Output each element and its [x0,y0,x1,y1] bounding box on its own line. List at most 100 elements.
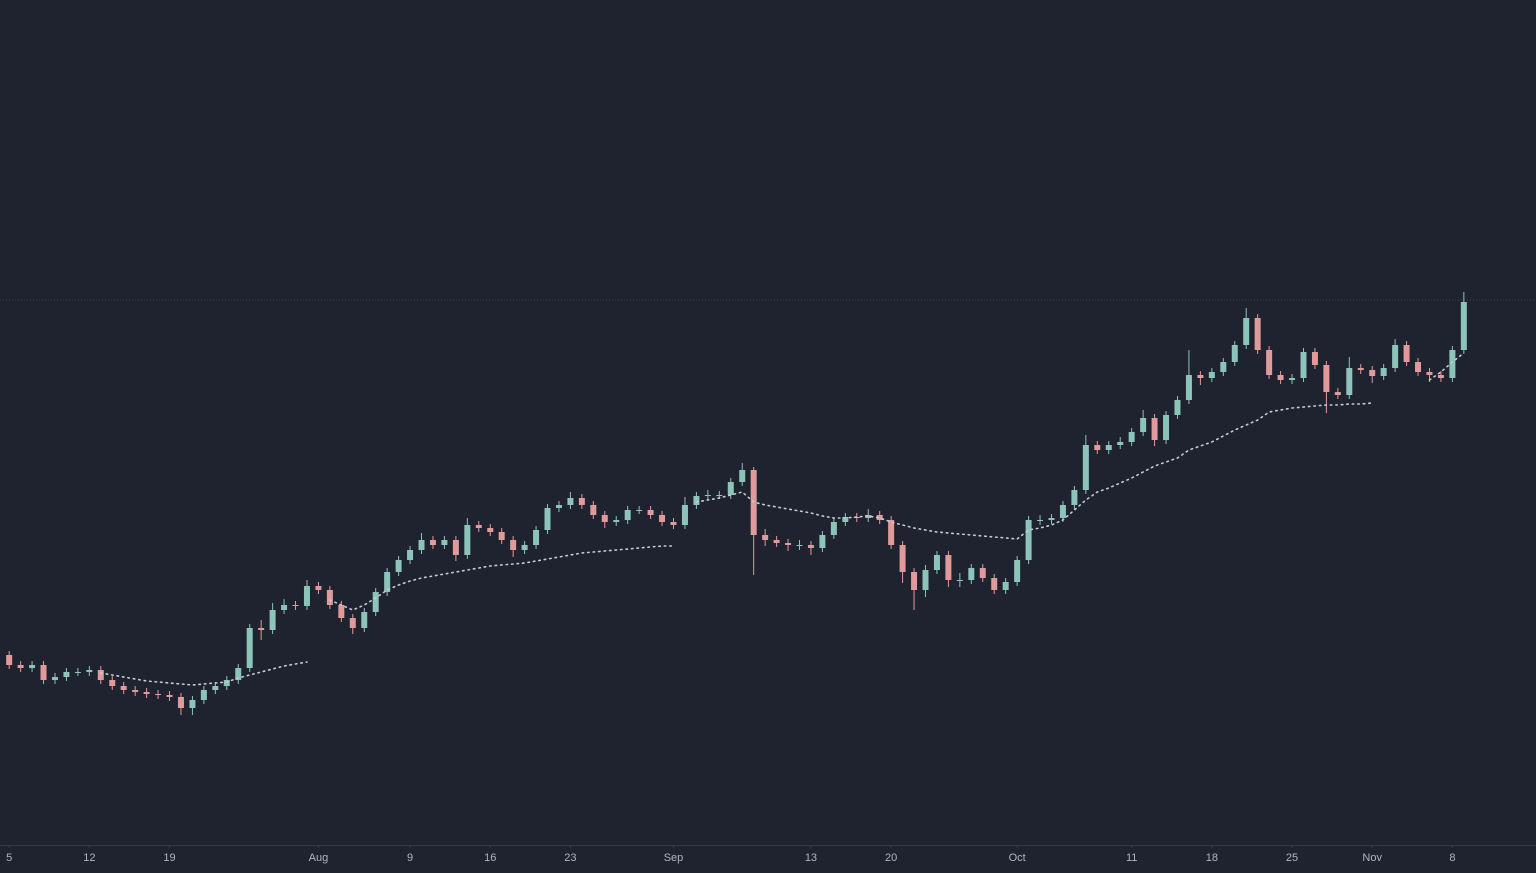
candle-body [1037,520,1044,521]
candle-body [647,510,654,515]
candle-body [636,510,643,511]
candle-body [132,690,139,692]
candle-body [200,690,207,700]
candle-body [899,545,906,572]
candle-body [670,522,677,525]
candle-body [1071,490,1078,505]
x-tick-label: 23 [564,852,576,864]
candle-body [693,496,700,505]
candle-body [888,520,895,545]
candle-body [1002,582,1009,590]
candle-body [246,628,253,668]
candle-body [681,505,688,525]
candle-body [1449,350,1456,378]
candle-body [544,508,551,530]
candle-body [578,498,585,505]
candle-body [51,677,58,680]
candle-body [74,672,81,673]
x-tick-label: Oct [1009,852,1026,864]
candle-body [613,520,620,522]
candle-body [945,555,952,580]
candle-body [487,528,494,532]
candle-body [395,560,402,572]
x-tick-label: 25 [1286,852,1298,864]
x-tick-label: Aug [309,852,329,864]
candle-body [338,605,345,618]
candle-body [865,515,872,518]
candle-body [418,540,425,550]
candle-body [1254,318,1261,350]
candle-body [269,610,276,630]
candle-body [1369,370,1376,376]
x-tick-label: 9 [407,852,413,864]
candle-body [1243,318,1250,345]
candle-body [1437,375,1444,378]
candle-body [624,510,631,520]
candle-body [166,695,173,697]
candle-body [326,590,333,605]
candle-body [1128,432,1135,442]
candle-body [177,697,184,708]
candle-body [1323,365,1330,392]
candle-body [1277,375,1284,380]
candle-body [407,550,414,560]
candle-body [475,525,482,528]
candle-body [555,505,562,508]
candle-body [819,535,826,548]
candle-body [956,580,963,581]
candle-body [704,495,711,496]
candle-body [429,540,436,545]
candle-body [773,540,780,543]
candle-body [933,555,940,570]
candle-body [86,670,93,672]
candle-body [1059,505,1066,518]
candle-body [979,568,986,578]
candle-body [533,530,540,545]
candle-body [1346,368,1353,395]
candle-body [303,586,310,606]
candle-body [29,665,36,668]
candle-body [1185,375,1192,400]
candle-body [510,540,517,550]
candle-body [911,572,918,590]
candle-body [590,505,597,515]
candle-body [968,568,975,580]
candle-body [659,515,666,522]
candle-body [1300,352,1307,378]
candle-body [876,515,883,520]
candle-body [716,495,723,496]
candle-body [1460,302,1467,350]
candle-body [1311,352,1318,365]
candle-body [1197,375,1204,378]
candle-body [991,578,998,590]
candle-body [1025,520,1032,560]
candle-body [6,655,13,665]
moving-average [100,352,1465,686]
candle-body [223,680,230,686]
candle-body [384,572,391,592]
candle-body [1392,345,1399,368]
x-tick-label: 13 [805,852,817,864]
candle-body [17,665,24,668]
candle-body [1014,560,1021,582]
candle-body [1231,345,1238,362]
candle-body [1426,372,1433,375]
candle-body [1220,362,1227,372]
candle-body [1105,445,1112,450]
candle-body [372,592,379,612]
candle-body [601,515,608,522]
candle-body [155,694,162,695]
candle-body [292,605,299,606]
candle-body [1403,345,1410,362]
candle-body [1094,445,1101,450]
candle-body [258,628,265,630]
candle-body [97,670,104,680]
candle-body [567,498,574,505]
candle-body [785,543,792,545]
candle-body [212,686,219,690]
candle-body [1266,350,1273,375]
candle-body [189,700,196,708]
candle-body [1289,378,1296,380]
x-tick-label: 12 [83,852,95,864]
x-tick-label: 18 [1206,852,1218,864]
